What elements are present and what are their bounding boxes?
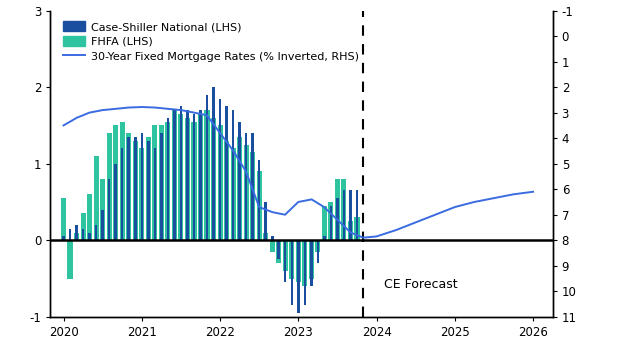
Bar <box>335 179 340 240</box>
Bar <box>245 133 247 240</box>
Bar <box>87 194 92 240</box>
Bar <box>159 125 164 240</box>
Bar <box>126 133 131 240</box>
Bar <box>69 229 72 240</box>
Bar <box>310 240 313 286</box>
Bar <box>186 110 188 240</box>
Bar <box>303 240 306 305</box>
Bar <box>61 198 66 240</box>
Bar <box>251 133 254 240</box>
Bar <box>239 121 241 240</box>
Bar <box>114 164 117 240</box>
Bar <box>315 240 320 252</box>
Bar <box>323 237 326 240</box>
Bar <box>296 240 301 282</box>
Bar <box>127 137 130 240</box>
Bar <box>108 179 111 240</box>
Bar <box>82 229 84 240</box>
Bar <box>147 141 149 240</box>
Bar <box>217 125 222 240</box>
Bar <box>166 118 169 240</box>
Bar <box>354 217 360 240</box>
Bar <box>302 240 307 286</box>
Legend: Case-Shiller National (LHS), FHFA (LHS), 30-Year Fixed Mortgage Rates (% Inverte: Case-Shiller National (LHS), FHFA (LHS),… <box>61 19 361 64</box>
Bar <box>160 133 163 240</box>
Bar <box>211 118 216 240</box>
Bar <box>62 237 65 240</box>
Bar <box>276 240 281 263</box>
Bar <box>67 240 73 278</box>
Bar <box>141 133 143 240</box>
Bar <box>317 240 319 263</box>
Bar <box>173 110 176 240</box>
Bar <box>95 225 97 240</box>
Bar <box>165 121 170 240</box>
Bar <box>355 190 358 240</box>
Bar <box>206 95 208 240</box>
Bar <box>322 206 327 240</box>
Bar <box>101 210 104 240</box>
Bar <box>257 171 262 240</box>
Bar <box>180 106 182 240</box>
Bar <box>212 87 215 240</box>
Bar <box>113 125 118 240</box>
Bar <box>139 149 144 240</box>
Bar <box>330 206 332 240</box>
Bar <box>185 118 190 240</box>
Bar <box>348 221 353 240</box>
Bar <box>172 110 177 240</box>
Bar <box>193 114 195 240</box>
Bar <box>94 156 99 240</box>
Bar <box>264 202 267 240</box>
Bar <box>205 110 210 240</box>
Bar <box>153 125 158 240</box>
Bar <box>336 198 338 240</box>
Bar <box>250 152 255 240</box>
Bar <box>290 240 295 278</box>
Bar <box>120 121 125 240</box>
Bar <box>230 149 236 240</box>
Bar <box>225 106 228 240</box>
Bar <box>74 233 79 240</box>
Bar <box>271 237 274 240</box>
Bar <box>89 233 91 240</box>
Bar <box>80 213 85 240</box>
Bar <box>258 160 261 240</box>
Bar <box>133 141 138 240</box>
Bar <box>232 110 234 240</box>
Bar <box>198 114 203 240</box>
Bar <box>199 110 202 240</box>
Bar <box>349 190 352 240</box>
Bar <box>75 225 78 240</box>
Bar <box>244 145 249 240</box>
Text: CE Forecast: CE Forecast <box>384 278 458 291</box>
Bar <box>134 137 136 240</box>
Bar <box>284 240 286 282</box>
Bar <box>263 233 268 240</box>
Bar <box>291 240 293 305</box>
Bar <box>237 137 242 240</box>
Bar <box>121 149 124 240</box>
Bar <box>342 179 347 240</box>
Bar <box>192 121 197 240</box>
Bar <box>219 99 221 240</box>
Bar <box>146 137 151 240</box>
Bar <box>343 190 345 240</box>
Bar <box>283 240 288 271</box>
Bar <box>269 240 275 252</box>
Bar <box>309 240 314 278</box>
Bar <box>107 133 112 240</box>
Bar <box>100 179 106 240</box>
Bar <box>224 141 229 240</box>
Bar <box>297 240 300 313</box>
Bar <box>278 240 280 259</box>
Bar <box>178 114 183 240</box>
Bar <box>328 202 333 240</box>
Bar <box>154 149 156 240</box>
